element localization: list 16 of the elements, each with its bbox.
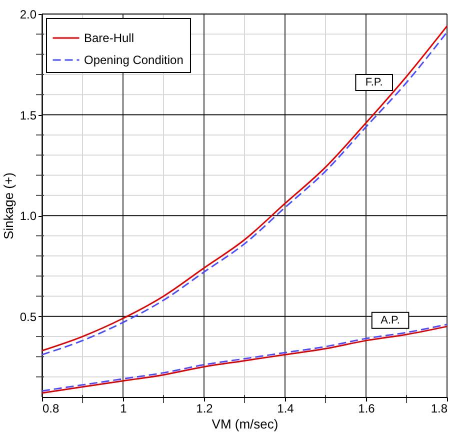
annotation: F.P. bbox=[365, 76, 383, 89]
y-tick-label: 2.0 bbox=[20, 8, 37, 22]
y-tick-label: 0.5 bbox=[20, 310, 37, 324]
x-axis-title: VM (m/sec) bbox=[212, 416, 278, 432]
annotation: A.P. bbox=[380, 314, 400, 326]
x-tick-label: 1.8 bbox=[430, 402, 448, 416]
x-tick-label: 1.2 bbox=[196, 402, 214, 416]
legend-label: Bare-Hull bbox=[84, 31, 134, 45]
y-axis-title: Sinkage (+) bbox=[0, 172, 16, 240]
x-tick-label: 1 bbox=[120, 402, 128, 416]
y-tick-label: 1.0 bbox=[20, 209, 37, 224]
x-tick-label: 1.6 bbox=[358, 402, 376, 416]
x-tick-label: 0.8 bbox=[42, 402, 60, 416]
legend-label: Opening Condition bbox=[84, 53, 184, 67]
y-tick-label: 1.5 bbox=[20, 108, 37, 122]
x-tick-label: 1.4 bbox=[277, 402, 294, 416]
